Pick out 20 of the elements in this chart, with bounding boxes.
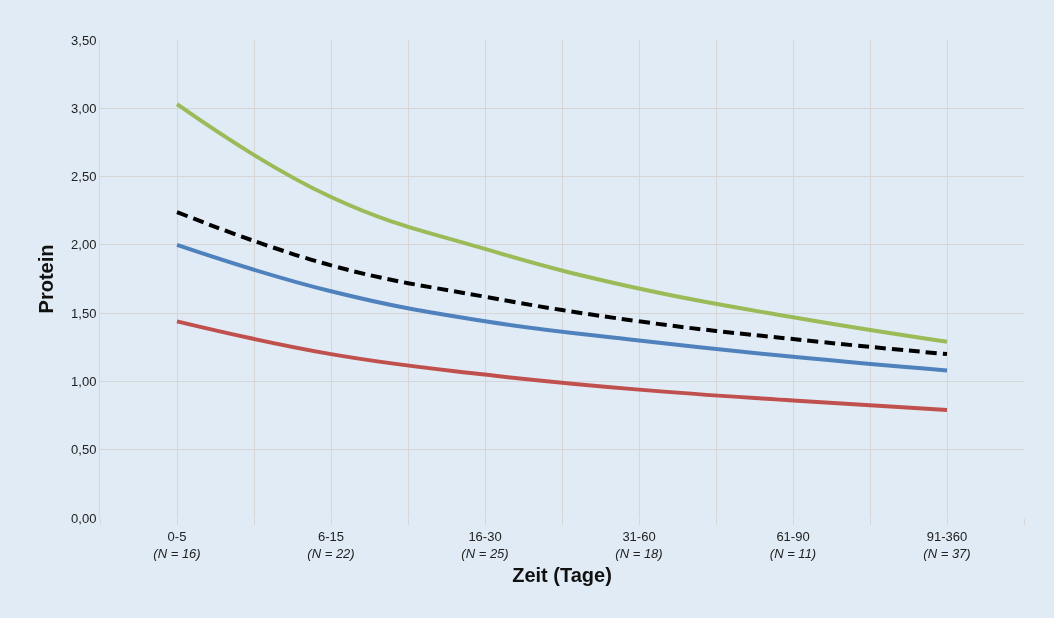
y-tick-label: 0,50 xyxy=(71,442,97,458)
line-series xyxy=(175,319,949,413)
x-tick-label: 16-30 (N = 25) xyxy=(461,528,509,561)
y-tick-label: 3,00 xyxy=(71,100,97,116)
y-axis-title: Protein xyxy=(34,244,57,314)
line-series xyxy=(175,102,949,344)
x-tick-label: 0-5 (N = 16) xyxy=(153,528,201,561)
x-tick-label: 31-60 (N = 18) xyxy=(615,528,663,561)
x-tick-label: 91-360 (N = 37) xyxy=(923,528,971,561)
line-series xyxy=(175,242,949,373)
y-tick-label: 2,50 xyxy=(71,169,97,185)
x-axis-title: Zeit (Tage) xyxy=(512,564,612,586)
y-tick-label: 1,50 xyxy=(71,305,97,321)
x-tick-label: 6-15 (N = 22) xyxy=(307,528,355,561)
y-tick-label: 3,50 xyxy=(71,32,97,48)
line-series xyxy=(175,210,949,357)
x-tick-label: 61-90 (N = 11) xyxy=(769,528,817,561)
y-tick-label: 0,00 xyxy=(71,510,97,526)
y-tick-label: 1,00 xyxy=(71,373,97,389)
y-tick-label: 2,00 xyxy=(71,237,97,253)
